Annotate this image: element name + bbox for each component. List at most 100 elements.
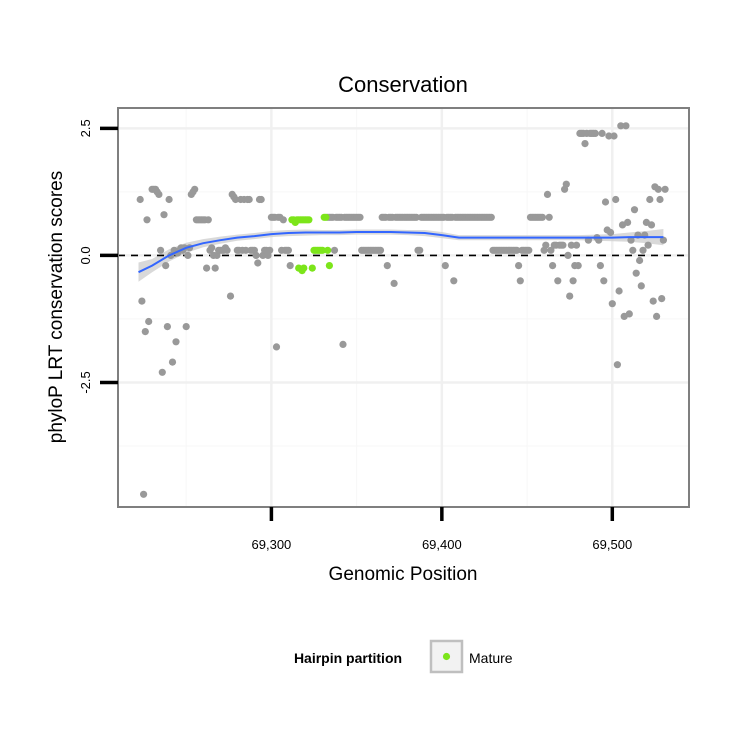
legend-key-mature-dot <box>442 652 451 661</box>
data-point <box>376 246 385 254</box>
data-point <box>659 236 668 244</box>
data-point <box>542 241 550 249</box>
panel-background <box>118 108 689 507</box>
data-point <box>441 262 449 270</box>
data-point <box>172 338 180 346</box>
data-point <box>566 292 574 300</box>
legend: Hairpin partition Mature <box>294 639 513 674</box>
data-point <box>622 122 630 130</box>
data-point <box>160 211 168 219</box>
mature-point <box>324 246 332 254</box>
data-point <box>636 256 644 265</box>
data-point <box>168 358 177 366</box>
x-axis-title: Genomic Position <box>329 564 478 585</box>
y-tick-label: 0.0 <box>78 246 93 264</box>
mature-point <box>318 246 327 254</box>
data-point <box>639 246 647 254</box>
data-point <box>182 323 190 331</box>
data-point <box>515 262 523 270</box>
data-point <box>625 310 633 318</box>
data-point <box>254 259 262 267</box>
data-point <box>613 361 622 369</box>
data-point <box>608 300 616 308</box>
data-point <box>543 190 552 198</box>
data-point <box>574 262 582 270</box>
data-point <box>617 122 625 130</box>
data-point <box>140 490 148 498</box>
data-point <box>661 185 669 193</box>
data-point <box>653 312 661 320</box>
data-point <box>569 277 577 285</box>
data-point <box>554 277 562 285</box>
smooth-line-layer <box>138 231 664 274</box>
data-point <box>513 246 521 254</box>
data-point <box>242 246 250 254</box>
data-point <box>208 244 216 252</box>
data-point <box>203 264 211 272</box>
legend-title: Hairpin partition <box>294 650 402 666</box>
data-point <box>356 213 364 221</box>
data-point <box>627 236 635 244</box>
data-point <box>630 206 639 214</box>
data-point <box>143 216 151 224</box>
data-point <box>538 213 547 221</box>
data-point <box>226 292 235 300</box>
mature-point <box>308 264 316 272</box>
data-point <box>232 195 240 204</box>
data-point <box>591 129 599 137</box>
data-point <box>649 297 657 305</box>
data-point <box>564 251 572 259</box>
data-point <box>596 262 605 270</box>
panel-border <box>117 107 690 508</box>
data-point <box>632 269 640 277</box>
data-point <box>612 195 620 204</box>
data-point <box>647 221 656 229</box>
data-point <box>266 246 274 254</box>
data-point <box>610 132 618 140</box>
mature-point <box>305 216 313 224</box>
data-point <box>559 241 567 249</box>
data-point <box>562 180 570 188</box>
data-point <box>157 246 165 254</box>
data-point <box>656 195 664 204</box>
data-point <box>257 195 265 204</box>
x-axis: 69,300 69,400 69,500 <box>252 507 632 552</box>
data-point <box>654 185 662 193</box>
x-tick-label: 69,400 <box>422 537 462 552</box>
data-point <box>204 216 212 224</box>
data-point <box>487 213 495 221</box>
data-point <box>549 262 557 270</box>
data-point <box>545 213 553 221</box>
y-tick-label: 2.5 <box>78 119 93 137</box>
data-point <box>138 297 146 305</box>
data-point <box>184 251 192 259</box>
data-point <box>286 262 294 270</box>
data-point <box>644 241 652 249</box>
data-point <box>646 195 654 204</box>
data-point <box>600 277 608 285</box>
data-point <box>450 277 458 285</box>
y-tick-label: -2.5 <box>78 371 93 393</box>
data-point <box>272 343 281 351</box>
data-point <box>141 328 149 336</box>
data-point <box>284 246 292 254</box>
data-point <box>279 216 287 224</box>
data-point <box>624 218 632 226</box>
x-tick-label: 69,300 <box>252 537 292 552</box>
data-point <box>162 262 170 270</box>
data-point <box>605 132 613 140</box>
mature-point <box>300 264 308 272</box>
data-point <box>163 323 171 331</box>
data-point <box>598 129 606 137</box>
x-tick-label: 69,500 <box>592 537 632 552</box>
data-point <box>412 213 420 221</box>
y-axis: -2.5 0.0 2.5 <box>78 119 118 394</box>
data-point <box>145 317 153 326</box>
data-point <box>223 246 231 254</box>
data-point <box>390 279 398 287</box>
data-point <box>245 195 253 204</box>
mature-point <box>322 213 330 221</box>
data-point <box>252 251 260 259</box>
points-layer <box>136 122 669 498</box>
